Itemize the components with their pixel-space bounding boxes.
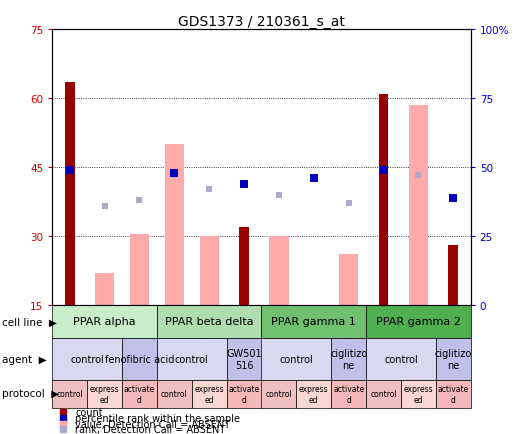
Text: control: control: [56, 390, 83, 398]
Bar: [262, 381, 297, 408]
Bar: [122, 381, 157, 408]
Bar: [95, 273, 114, 305]
Text: activate
d: activate d: [438, 385, 469, 404]
Bar: [366, 305, 471, 338]
Text: ciglitizo
ne: ciglitizo ne: [435, 349, 472, 370]
Text: express
ed: express ed: [195, 385, 224, 404]
Bar: [239, 227, 249, 305]
Text: activate
d: activate d: [124, 385, 155, 404]
Text: control: control: [175, 354, 209, 364]
Text: PPAR beta delta: PPAR beta delta: [165, 317, 254, 327]
Bar: [379, 95, 389, 305]
Bar: [65, 83, 75, 305]
Text: PPAR gamma 1: PPAR gamma 1: [271, 317, 356, 327]
Bar: [52, 305, 157, 338]
Text: control: control: [266, 390, 292, 398]
Text: count: count: [75, 408, 103, 418]
Bar: [226, 381, 262, 408]
Bar: [157, 338, 226, 381]
Bar: [339, 255, 358, 305]
Text: value, Detection Call = ABSENT: value, Detection Call = ABSENT: [75, 419, 231, 429]
Text: express
ed: express ed: [299, 385, 328, 404]
Bar: [200, 237, 219, 305]
Bar: [331, 338, 366, 381]
Text: activate
d: activate d: [333, 385, 365, 404]
Text: GW501
516: GW501 516: [226, 349, 262, 370]
Bar: [122, 338, 157, 381]
Title: GDS1373 / 210361_s_at: GDS1373 / 210361_s_at: [178, 15, 345, 30]
Text: control: control: [279, 354, 313, 364]
Bar: [331, 381, 366, 408]
Bar: [401, 381, 436, 408]
Text: PPAR alpha: PPAR alpha: [73, 317, 136, 327]
Bar: [436, 338, 471, 381]
Text: cell line  ▶: cell line ▶: [2, 317, 57, 327]
Bar: [192, 381, 226, 408]
Bar: [226, 338, 262, 381]
Bar: [448, 246, 458, 305]
Bar: [262, 305, 366, 338]
Text: PPAR gamma 2: PPAR gamma 2: [376, 317, 461, 327]
Text: ciglitizo
ne: ciglitizo ne: [330, 349, 367, 370]
Bar: [269, 237, 289, 305]
Bar: [366, 338, 436, 381]
Bar: [157, 305, 262, 338]
Text: protocol  ▶: protocol ▶: [2, 388, 59, 398]
Text: control: control: [370, 390, 397, 398]
Text: activate
d: activate d: [229, 385, 260, 404]
Text: control: control: [70, 354, 104, 364]
Text: express
ed: express ed: [404, 385, 433, 404]
Bar: [157, 381, 192, 408]
Bar: [436, 381, 471, 408]
Text: fenofibric acid: fenofibric acid: [105, 354, 174, 364]
Text: rank, Detection Call = ABSENT: rank, Detection Call = ABSENT: [75, 424, 225, 434]
Bar: [87, 381, 122, 408]
Text: express
ed: express ed: [90, 385, 119, 404]
Bar: [409, 106, 428, 305]
Text: control: control: [161, 390, 188, 398]
Bar: [366, 381, 401, 408]
Bar: [52, 338, 122, 381]
Bar: [297, 381, 331, 408]
Text: percentile rank within the sample: percentile rank within the sample: [75, 413, 240, 423]
Text: control: control: [384, 354, 418, 364]
Bar: [165, 145, 184, 305]
Bar: [262, 338, 331, 381]
Bar: [52, 381, 87, 408]
Bar: [130, 234, 149, 305]
Text: agent  ▶: agent ▶: [2, 354, 47, 364]
